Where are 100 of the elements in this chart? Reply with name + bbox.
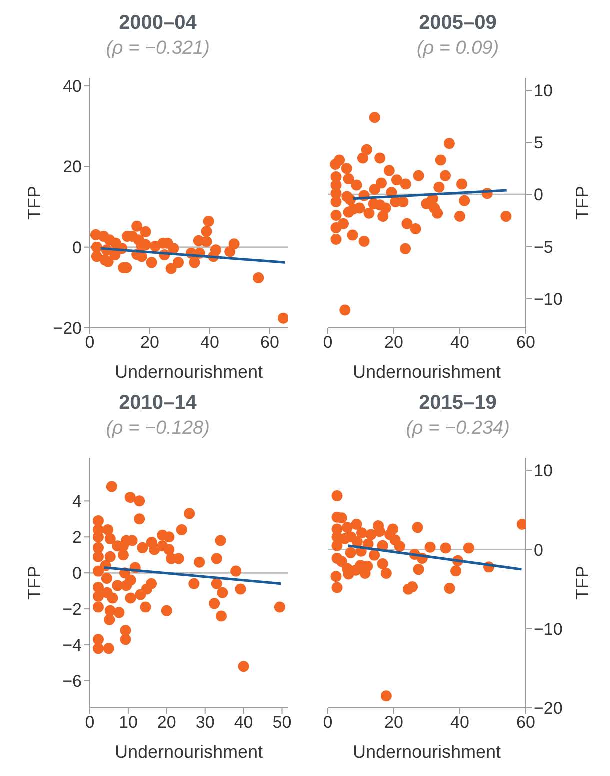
point [424, 542, 436, 553]
x-tick-label: 60 [516, 713, 536, 732]
x-tick-label: 0 [85, 713, 95, 732]
point [444, 583, 456, 594]
y2-tick-label: 10 [534, 462, 553, 481]
x-axis-title: Undernourishment [352, 742, 502, 762]
point [456, 178, 468, 190]
point [374, 526, 386, 538]
y-tick-label: 20 [63, 158, 82, 177]
point [347, 230, 358, 241]
point [450, 566, 462, 577]
x-tick-label: 60 [260, 333, 280, 352]
point [500, 211, 512, 222]
x-tick-label: 50 [272, 713, 292, 732]
point [201, 226, 212, 238]
chart-subtitle: (ρ = −0.128) [105, 418, 211, 441]
point [345, 547, 356, 558]
point [168, 243, 180, 254]
point [435, 154, 446, 166]
y2-tick-label: −10 [534, 290, 563, 309]
point [361, 144, 372, 156]
x-tick-label: 20 [384, 713, 404, 732]
y-tick-label: 4 [72, 492, 82, 512]
y-tick-label: −4 [62, 636, 82, 656]
point [336, 556, 348, 568]
point [459, 195, 470, 206]
y2-tick-label: −10 [534, 620, 563, 639]
point [463, 542, 474, 554]
point [440, 170, 451, 182]
point [253, 272, 264, 284]
x-tick-label: 40 [450, 333, 470, 352]
x-tick-label: 20 [384, 333, 404, 352]
y2-tick-label: 10 [534, 82, 553, 101]
x-tick-label: 10 [118, 713, 138, 732]
point [402, 218, 413, 230]
point [406, 581, 418, 592]
point [369, 550, 380, 561]
point [377, 558, 388, 570]
point [102, 256, 114, 268]
point [91, 251, 102, 262]
point [400, 178, 412, 190]
x-tick-label: 0 [323, 333, 333, 352]
point [332, 490, 343, 502]
point [140, 226, 152, 238]
point [146, 257, 158, 268]
point [421, 198, 432, 210]
point [358, 236, 370, 248]
point [330, 210, 342, 221]
point [343, 174, 354, 185]
x-axis-title: Undernourishment [114, 742, 264, 762]
chart-subtitle: (ρ = 0.09) [416, 38, 500, 61]
point [412, 522, 424, 534]
x-axis-title: Undernourishment [114, 362, 264, 382]
point [380, 690, 392, 702]
chart-title: 2005–09 [418, 12, 498, 36]
y-tick-label: −20 [53, 319, 82, 338]
point [166, 263, 177, 274]
point [342, 522, 353, 534]
point [413, 564, 424, 576]
point [351, 518, 362, 530]
point [384, 165, 395, 176]
point [366, 529, 377, 540]
y2-tick-label: −5 [534, 238, 554, 257]
y2-axis-title: TFP [572, 566, 592, 600]
y-tick-label: 0 [72, 238, 82, 258]
chart-title: 2000–04 [118, 12, 198, 36]
chart-subtitle: (ρ = −0.234) [405, 418, 511, 441]
point [434, 182, 445, 193]
y2-tick-label: −20 [534, 699, 563, 718]
x-tick-label: 0 [85, 333, 95, 352]
y2-tick-label: 5 [534, 134, 544, 153]
point [330, 222, 342, 234]
x-tick-label: 40 [234, 713, 254, 732]
x-tick-label: 60 [516, 333, 536, 352]
point [332, 540, 343, 552]
point [380, 568, 392, 580]
x-tick-label: 40 [200, 333, 220, 352]
y-tick-label: −2 [62, 600, 82, 620]
point [332, 582, 343, 594]
point [203, 216, 214, 228]
y-tick-label: −6 [62, 672, 82, 692]
x-tick-label: 30 [196, 713, 215, 732]
point [444, 138, 455, 150]
chart-title: 2015–19 [418, 392, 498, 416]
point [351, 180, 362, 191]
x-tick-label: 40 [450, 713, 470, 732]
point [400, 243, 412, 254]
point [357, 152, 368, 164]
point [330, 158, 342, 170]
y2-axis-title: TFP [572, 186, 592, 220]
point [394, 541, 406, 552]
point [132, 220, 143, 232]
point [330, 234, 342, 245]
point [440, 542, 452, 554]
point [356, 528, 368, 539]
point [364, 208, 375, 219]
x-tick-label: 20 [157, 713, 176, 732]
x-axis-title: Undernourishment [352, 362, 502, 382]
point [343, 206, 354, 218]
point [369, 184, 380, 195]
